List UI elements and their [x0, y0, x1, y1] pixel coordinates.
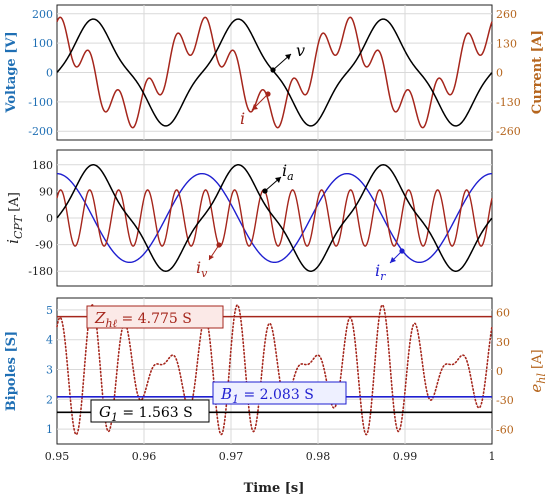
ylabel-icpt: iCPT [A] [4, 192, 25, 244]
ytick-label: 260 [496, 8, 517, 21]
xlabel-time: Time [s] [244, 481, 305, 496]
annotation-iv: iv [196, 242, 222, 280]
ylabel-ehl-sub: hl [535, 373, 548, 384]
label-ir-sub: r [380, 270, 386, 283]
lines-mid [56, 164, 493, 272]
arrowhead-v [285, 54, 291, 60]
ytick-label: -180 [28, 265, 53, 278]
label-iv-sub: v [201, 267, 208, 280]
series-ir [56, 172, 493, 264]
svg-text:ia: ia [282, 161, 294, 183]
label-iv-main: i [196, 258, 201, 277]
ytick-label: -260 [496, 125, 521, 138]
svg-text:ehl [A]: ehl [A] [527, 349, 548, 392]
xtick-label: 0.95 [45, 450, 70, 463]
ylabel-bipoles: Bipoles [S] [4, 331, 19, 411]
lines-top [56, 16, 493, 129]
label-ia-sub: a [287, 170, 294, 183]
label-i: i [240, 109, 245, 128]
ytick-label: -100 [28, 96, 53, 109]
ylabel-current: Current [A] [530, 30, 545, 114]
label-b1-value: = 2.083 S [239, 387, 314, 403]
ylabel-icpt-unit: [A] [7, 192, 22, 216]
ytick-label: 0 [496, 365, 503, 378]
series-v-voltage [56, 18, 493, 127]
annotation-v: v [270, 41, 305, 73]
ylabel-ehl: ehl [A] [527, 349, 548, 392]
xtick-label: 1 [489, 450, 496, 463]
label-ir-main: i [375, 261, 380, 280]
series-iv [56, 189, 493, 247]
label-ia-main: i [282, 161, 287, 180]
annotation-ia: ia [262, 161, 294, 194]
ytick-label: 0 [46, 67, 53, 80]
ytick-label: 0 [496, 67, 503, 80]
label-zhl-main: Z [94, 309, 106, 327]
ytick-label: -60 [496, 423, 514, 436]
xtick-label: 0.99 [393, 450, 418, 463]
panel-voltage-current [56, 4, 493, 141]
label-box-zhl: Zhℓ = 4.775 S [86, 305, 224, 330]
xtick-label: 0.96 [132, 450, 157, 463]
ytick-label: 1 [46, 423, 53, 436]
ytick-label: -30 [496, 394, 514, 407]
ytick-label: 0 [46, 212, 53, 225]
label-b1-main: B [220, 385, 232, 403]
label-v: v [296, 41, 305, 60]
svg-text:ir: ir [375, 261, 386, 283]
arrowhead-i [252, 104, 258, 110]
ytick-label: 5 [46, 304, 53, 317]
svg-text:iv: iv [196, 258, 208, 280]
arrowhead-ir [390, 257, 396, 263]
svg-text:Zhℓ = 4.775 S: Zhℓ = 4.775 S [94, 309, 192, 330]
ytick-label: 60 [496, 307, 510, 320]
svg-text:G1 = 1.563 S: G1 = 1.563 S [99, 403, 193, 424]
ylabel-ehl-main: e [527, 384, 545, 393]
ytick-label: 30 [496, 336, 510, 349]
ytick-label: -90 [35, 239, 53, 252]
xtick-label: 0.97 [219, 450, 244, 463]
arrowhead-ia [275, 177, 281, 183]
ytick-label: 2 [46, 393, 53, 406]
tick-labels: 0.95 0.96 0.97 0.98 0.99 12001000-100-2002601… [28, 8, 520, 463]
ytick-label: 200 [32, 8, 53, 21]
ylabel-icpt-sub: CPT [12, 214, 25, 239]
label-g1-value: = 1.563 S [118, 405, 193, 421]
label-g1-main: G [99, 403, 111, 421]
annotation-ir: ir [375, 248, 405, 283]
ylabel-icpt-main: i [4, 239, 22, 244]
ytick-label: -200 [28, 125, 53, 138]
series-i-current [56, 16, 493, 129]
svg-text:iCPT [A]: iCPT [A] [4, 192, 25, 244]
label-b1-sub: 1 [232, 393, 239, 406]
label-zhl-sub: hℓ [105, 317, 117, 330]
label-zhl-value: = 4.775 S [117, 311, 192, 327]
svg-text:B1 = 2.083 S: B1 = 2.083 S [220, 385, 314, 406]
series-ia [56, 164, 493, 272]
ytick-label: 180 [32, 159, 53, 172]
panel-cpt-currents [56, 149, 493, 287]
label-g1-sub: 1 [111, 411, 118, 424]
ytick-label: -130 [496, 96, 521, 109]
ytick-label: 130 [496, 37, 517, 50]
arrowhead-iv [209, 255, 214, 260]
ytick-label: 4 [46, 334, 53, 347]
ylabel-voltage: Voltage [V] [4, 31, 19, 113]
ytick-label: 90 [39, 185, 53, 198]
xtick-label: 0.98 [306, 450, 331, 463]
label-box-b1: B1 = 2.083 S [212, 381, 347, 406]
ylabel-ehl-unit: [A] [530, 349, 545, 373]
label-box-g1: G1 = 1.563 S [90, 399, 210, 424]
ytick-label: 3 [46, 364, 53, 377]
box-g1 [90, 399, 210, 423]
box-b1 [212, 381, 347, 405]
ytick-label: 100 [32, 37, 53, 50]
series-ehl [56, 303, 493, 436]
box-zhl [86, 305, 224, 329]
annotation-i: i [240, 91, 271, 128]
